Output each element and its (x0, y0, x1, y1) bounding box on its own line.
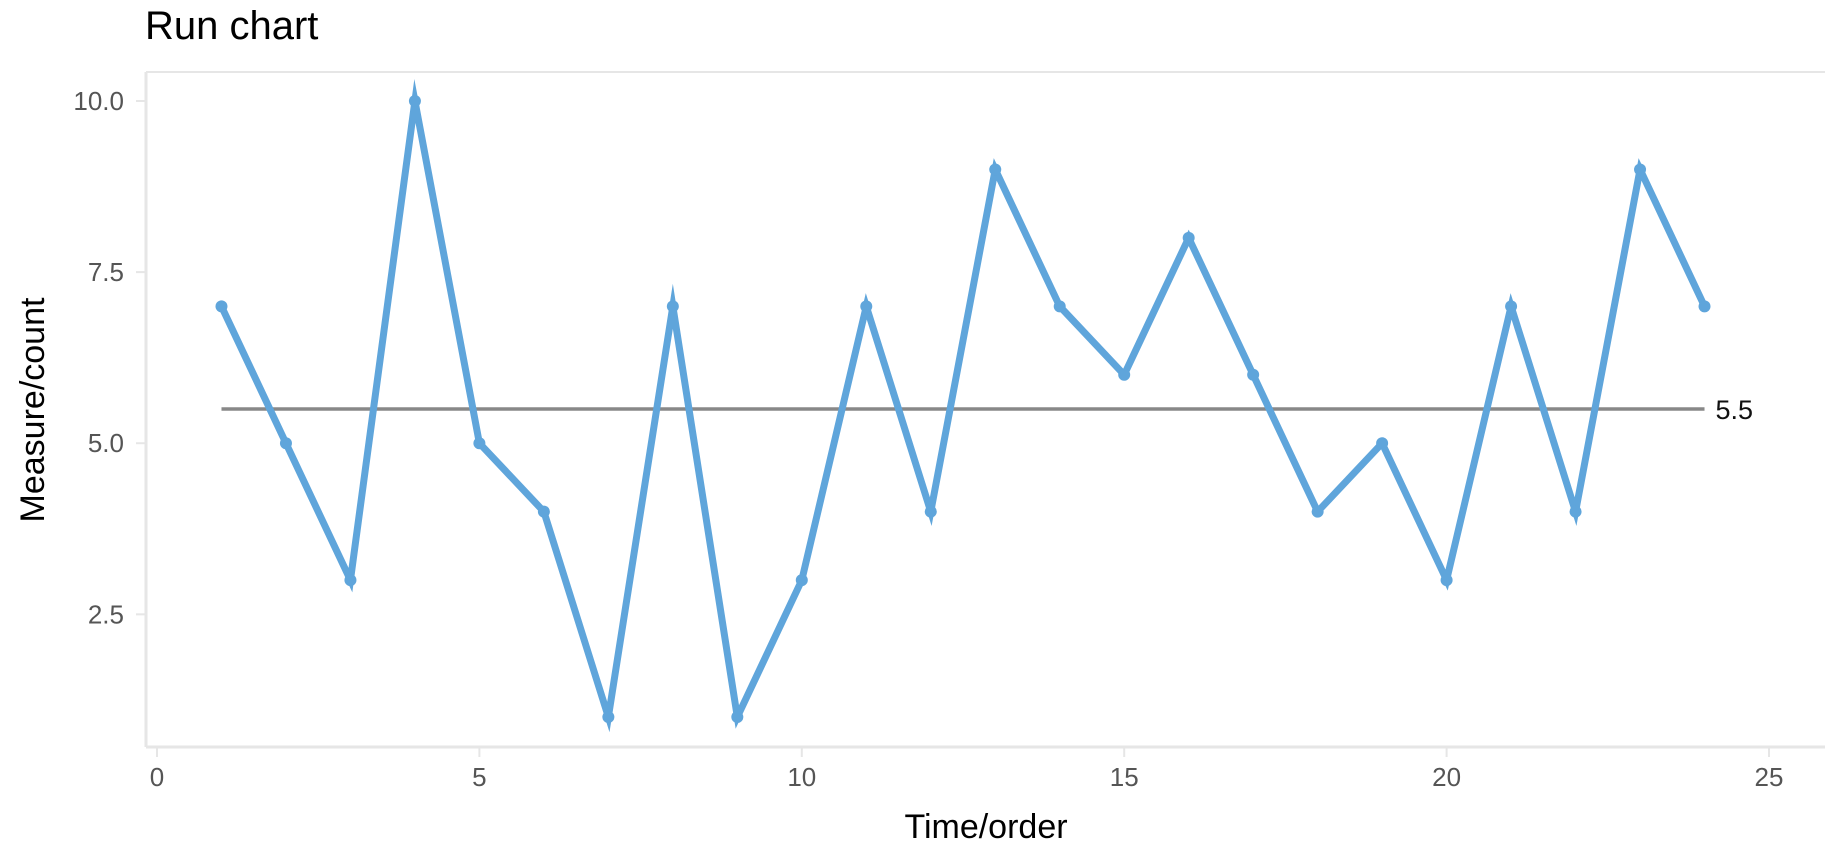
data-point (1247, 368, 1260, 381)
data-point (1053, 300, 1066, 313)
x-tick-label: 5 (472, 762, 486, 792)
data-point (1505, 300, 1518, 313)
y-tick-label: 5.0 (88, 428, 124, 458)
data-point (1311, 505, 1324, 518)
data-point (860, 300, 873, 313)
data-point (989, 163, 1002, 176)
data-point (1634, 163, 1647, 176)
data-point (1376, 437, 1389, 450)
data-point (924, 505, 937, 518)
data-point (795, 574, 808, 587)
y-axis-label: Measure/count (14, 297, 52, 522)
series-line (218, 79, 1708, 733)
data-point (215, 300, 228, 313)
data-point (602, 711, 615, 723)
y-tick-label: 10.0 (73, 86, 124, 116)
x-tick-label: 25 (1755, 762, 1784, 792)
x-axis-label: Time/order (904, 808, 1067, 843)
data-point (1569, 505, 1582, 518)
x-tick-label: 10 (787, 762, 816, 792)
data-point (1440, 574, 1453, 587)
data-point (473, 437, 486, 450)
y-tick-label: 7.5 (88, 257, 124, 287)
x-tick-label: 20 (1432, 762, 1461, 792)
chart-title: Run chart (145, 4, 319, 48)
data-point (666, 300, 679, 313)
median-label: 5.5 (1716, 395, 1754, 425)
data-point (344, 574, 357, 587)
x-tick-label: 15 (1110, 762, 1139, 792)
data-point (408, 95, 421, 107)
data-point (537, 505, 550, 518)
y-tick-label: 2.5 (88, 599, 124, 629)
data-point (1182, 231, 1195, 244)
x-tick-label: 0 (150, 762, 164, 792)
data-point (1698, 300, 1711, 313)
data-point (279, 437, 292, 450)
data-point (731, 711, 744, 723)
data-point (1118, 368, 1131, 381)
